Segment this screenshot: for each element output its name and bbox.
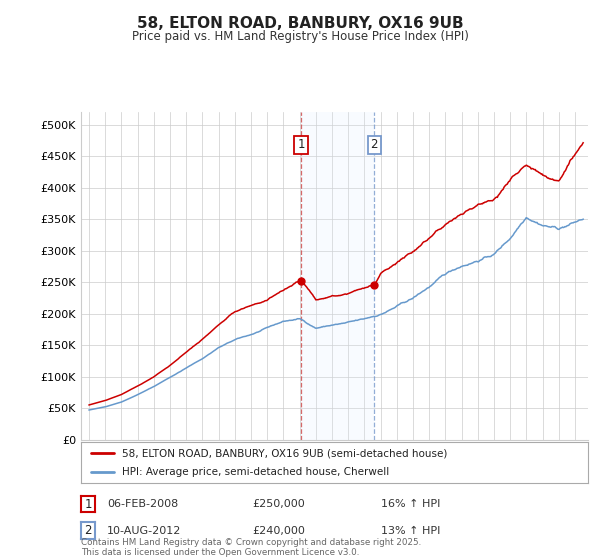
Text: £240,000: £240,000	[252, 526, 305, 536]
Bar	[301, 112, 374, 440]
Text: 2: 2	[85, 524, 92, 538]
Text: 16% ↑ HPI: 16% ↑ HPI	[381, 499, 440, 509]
Text: 58, ELTON ROAD, BANBURY, OX16 9UB (semi-detached house): 58, ELTON ROAD, BANBURY, OX16 9UB (semi-…	[122, 449, 447, 458]
Text: 2: 2	[371, 138, 378, 151]
Text: £250,000: £250,000	[252, 499, 305, 509]
Text: 1: 1	[85, 497, 92, 511]
Text: 58, ELTON ROAD, BANBURY, OX16 9UB: 58, ELTON ROAD, BANBURY, OX16 9UB	[137, 16, 463, 31]
Text: 13% ↑ HPI: 13% ↑ HPI	[381, 526, 440, 536]
Text: 10-AUG-2012: 10-AUG-2012	[107, 526, 181, 536]
Text: HPI: Average price, semi-detached house, Cherwell: HPI: Average price, semi-detached house,…	[122, 467, 389, 477]
Text: Price paid vs. HM Land Registry's House Price Index (HPI): Price paid vs. HM Land Registry's House …	[131, 30, 469, 43]
Text: 1: 1	[298, 138, 305, 151]
Text: 06-FEB-2008: 06-FEB-2008	[107, 499, 178, 509]
Text: Contains HM Land Registry data © Crown copyright and database right 2025.
This d: Contains HM Land Registry data © Crown c…	[81, 538, 421, 557]
